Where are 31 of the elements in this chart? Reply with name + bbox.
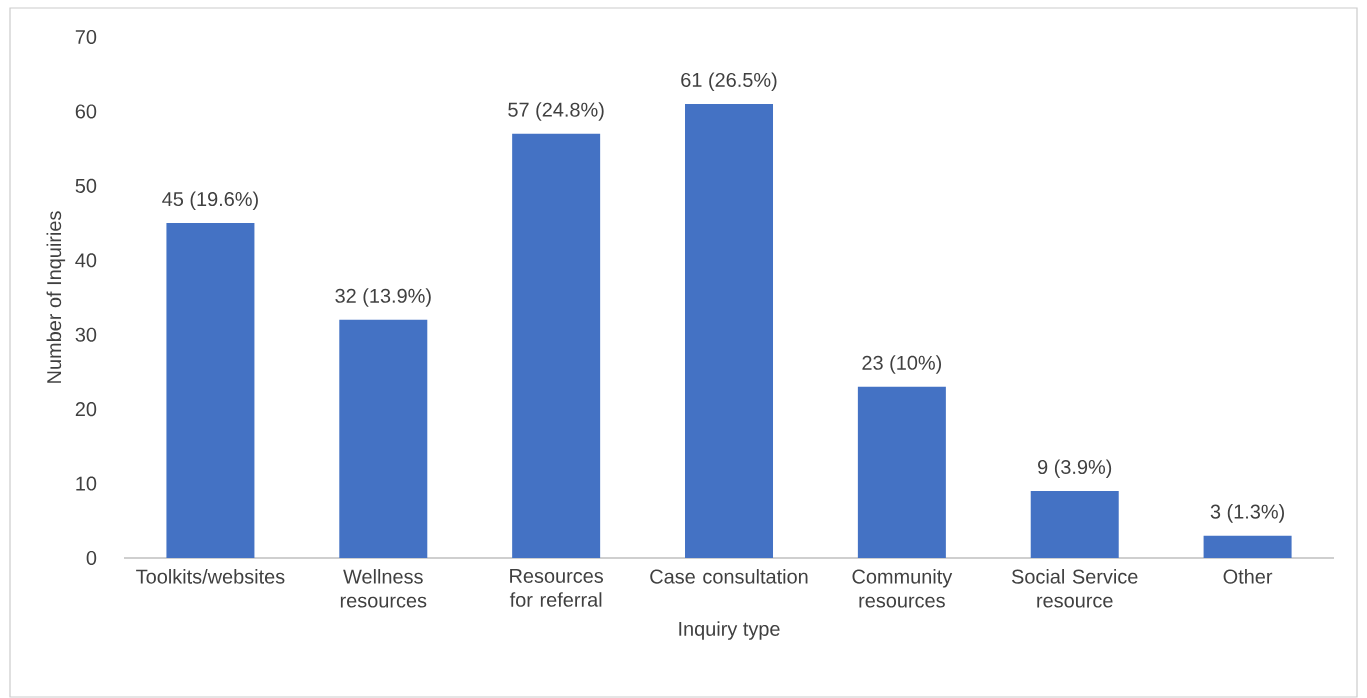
y-tick-label: 60 bbox=[75, 104, 97, 119]
bar bbox=[512, 133, 601, 558]
bar bbox=[1030, 491, 1119, 558]
x-tick-label: Wellness resources bbox=[340, 569, 427, 608]
y-tick-label: 30 bbox=[75, 327, 97, 342]
y-axis-title: Number of Inquiries bbox=[46, 211, 66, 383]
x-tick-label: Community resources bbox=[852, 569, 953, 608]
data-label: 32 (13.9%) bbox=[335, 288, 431, 307]
data-label: 23 (10%) bbox=[862, 355, 942, 374]
bar bbox=[1203, 535, 1292, 558]
bar bbox=[857, 386, 946, 558]
bar bbox=[685, 103, 774, 558]
data-label: 61 (26.5%) bbox=[681, 72, 777, 91]
y-tick-label: 50 bbox=[75, 178, 97, 193]
data-label: 9 (3.9%) bbox=[1038, 459, 1112, 478]
bar bbox=[166, 223, 255, 558]
x-tick-label: Case consultation bbox=[650, 569, 808, 584]
data-label: 45 (19.6%) bbox=[162, 191, 258, 211]
x-axis-title: Inquiry type bbox=[679, 621, 780, 640]
x-tick-label: Social Service resource bbox=[1011, 569, 1138, 608]
y-tick-label: 40 bbox=[75, 253, 97, 268]
x-tick-label: Other bbox=[1223, 569, 1273, 584]
x-tick-label: Resources for referral bbox=[509, 569, 604, 607]
y-tick-label: 70 bbox=[75, 29, 97, 45]
y-tick-label: 10 bbox=[76, 476, 97, 491]
bar bbox=[339, 319, 428, 558]
y-tick-label: 20 bbox=[75, 402, 97, 417]
x-tick-label: Toolkits/websites bbox=[136, 569, 285, 584]
data-label: 3 (1.3%) bbox=[1210, 504, 1284, 523]
data-label: 57 (24.8%) bbox=[508, 102, 604, 121]
y-tick-label: 0 bbox=[86, 550, 97, 566]
